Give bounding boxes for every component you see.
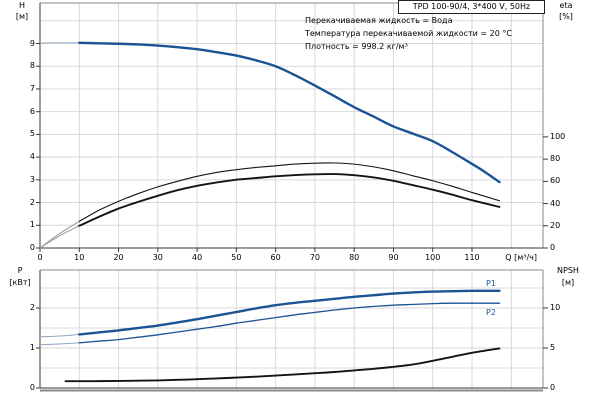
x-axis-tick-label: 90 bbox=[388, 253, 399, 262]
left-axis-tick-label: 3 bbox=[29, 174, 35, 184]
left-axis-tick-label: 4 bbox=[29, 152, 35, 162]
p2-curve bbox=[78, 302, 501, 344]
pump-model-title: TPD 100-90/4, 3*400 V, 50Hz bbox=[398, 0, 545, 14]
right-axis-tick-label: 60 bbox=[550, 176, 561, 186]
right-axis-tick-label: 0 bbox=[550, 383, 556, 393]
x-axis-tick-label: 100 bbox=[425, 253, 441, 262]
annotation-density: Плотность = 998.2 кг/м³ bbox=[305, 42, 408, 51]
right-axis-tick-label: 20 bbox=[550, 220, 561, 230]
h-axis-unit: [м] bbox=[15, 12, 29, 21]
npsh-axis-title: NPSH bbox=[557, 266, 579, 275]
p-axis-title: P bbox=[17, 266, 23, 275]
npsh-axis-unit: [м] bbox=[561, 278, 575, 287]
eta2-curve bbox=[78, 173, 501, 227]
right-axis-tick-label: 80 bbox=[550, 154, 561, 164]
h-curve bbox=[78, 41, 501, 184]
left-axis-tick-label: 8 bbox=[29, 61, 35, 71]
x-axis-tick-label: 20 bbox=[113, 253, 124, 262]
p1-curve-lead bbox=[39, 333, 80, 338]
h-axis-title: H bbox=[18, 1, 25, 10]
q-axis-title: Q [м³/ч] bbox=[505, 253, 537, 262]
left-axis-tick-label: 1 bbox=[29, 343, 35, 353]
x-axis-tick-label: 70 bbox=[309, 253, 320, 262]
left-axis-tick-label: 5 bbox=[29, 129, 35, 139]
left-axis-tick-label: 0 bbox=[29, 383, 35, 393]
right-axis-tick-label: 0 bbox=[550, 243, 556, 253]
chart-annotations: Перекачиваемая жидкость = Вода Температу… bbox=[305, 14, 512, 53]
annotation-temperature: Температура перекачиваемой жидкости = 20… bbox=[305, 29, 512, 38]
left-axis-tick-label: 6 bbox=[29, 106, 35, 116]
eta-axis-unit: [%] bbox=[559, 12, 573, 21]
left-axis-tick-label: 2 bbox=[29, 303, 35, 313]
p-axis-unit: [кВт] bbox=[9, 278, 31, 287]
x-axis-tick-label: 40 bbox=[191, 253, 203, 262]
p2-curve-lead bbox=[39, 342, 80, 346]
right-axis-tick-label: 5 bbox=[550, 343, 556, 353]
left-axis-tick-label: 7 bbox=[29, 84, 35, 94]
x-axis-tick-label: 60 bbox=[270, 253, 281, 262]
x-axis-tick-label: 80 bbox=[349, 253, 360, 262]
right-axis-tick-label: 100 bbox=[550, 131, 566, 141]
p2-curve-label: P2 bbox=[486, 308, 496, 317]
left-axis-tick-label: 1 bbox=[29, 220, 35, 230]
x-axis-tick-label: 10 bbox=[74, 253, 85, 262]
right-axis-tick-label: 10 bbox=[550, 303, 561, 313]
npsh-curve bbox=[64, 347, 501, 383]
left-axis-tick-label: 9 bbox=[29, 38, 35, 48]
x-axis-tick-label: 110 bbox=[464, 253, 480, 262]
left-axis-tick-label: 0 bbox=[29, 243, 35, 253]
x-axis-tick-label: 30 bbox=[152, 253, 163, 262]
p1-curve bbox=[78, 289, 501, 336]
eta2-curve-lead bbox=[39, 225, 80, 249]
p1-curve-label: P1 bbox=[486, 279, 496, 288]
annotation-liquid: Перекачиваемая жидкость = Вода bbox=[305, 16, 453, 25]
left-axis-tick-label: 2 bbox=[29, 197, 35, 207]
x-axis-tick-label: 0 bbox=[37, 253, 43, 262]
right-axis-tick-label: 40 bbox=[550, 198, 561, 208]
eta-axis-title: eta bbox=[559, 1, 573, 10]
x-axis-tick-label: 50 bbox=[231, 253, 242, 262]
eta1-curve bbox=[78, 162, 501, 222]
